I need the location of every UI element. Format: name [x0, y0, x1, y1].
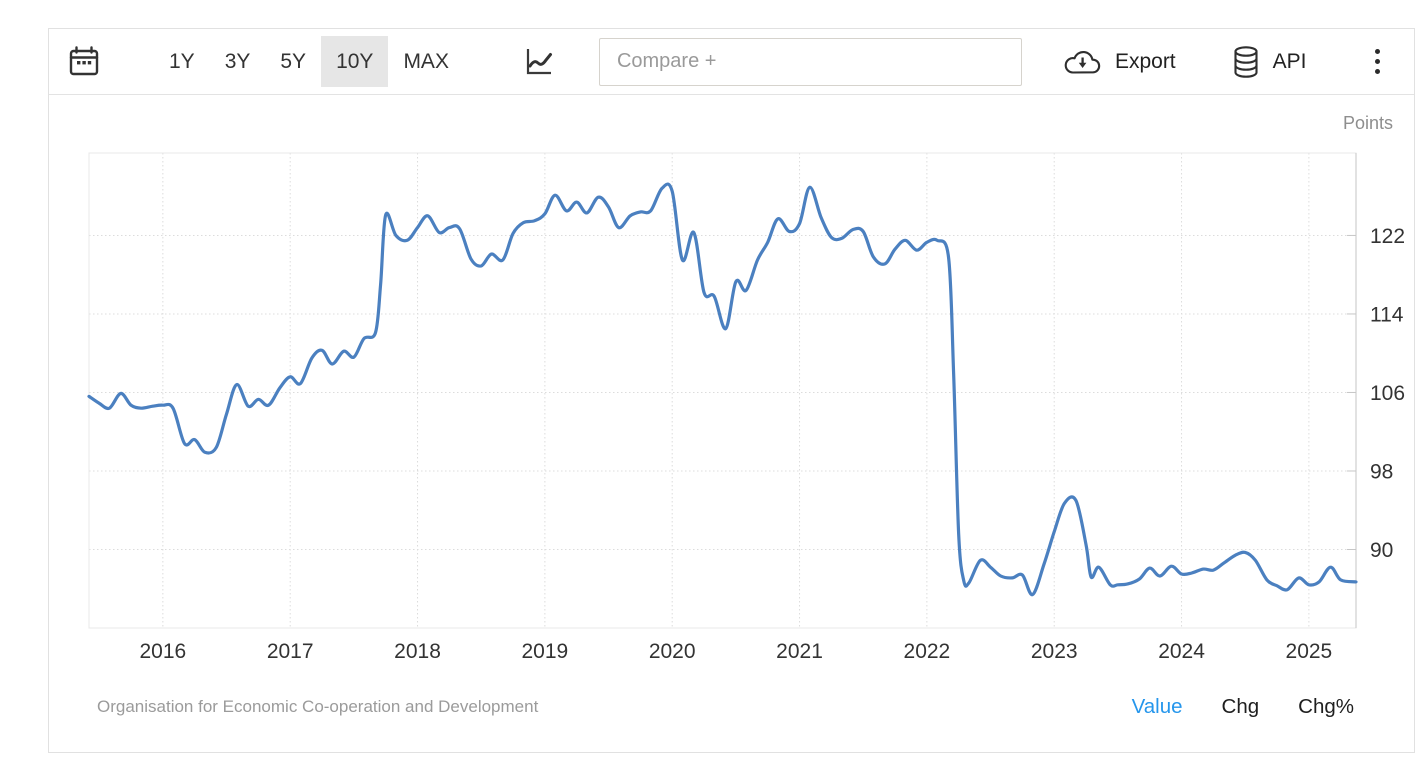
chart-area[interactable]: Points 122 114 106 98 90 2016 2017 2018 2019 2020… — [49, 95, 1414, 689]
line-chart: 122 114 106 98 90 2016 2017 2018 2019 2020 2021 202… — [87, 152, 1405, 663]
api-label: API — [1272, 49, 1307, 73]
y-axis-label: 98 — [1370, 460, 1393, 483]
x-axis-label: 2018 — [394, 640, 441, 663]
range-selector: 1Y 3Y 5Y 10Y MAX — [154, 35, 464, 88]
y-axis-label: 114 — [1370, 303, 1404, 326]
x-axis-label: 2016 — [139, 640, 186, 663]
x-axis-label: 2021 — [776, 640, 823, 663]
x-axis-label: 2023 — [1031, 640, 1078, 663]
kebab-menu-icon — [1375, 49, 1380, 54]
range-button-3y[interactable]: 3Y — [210, 36, 266, 87]
y-axis-label: 122 — [1370, 225, 1405, 248]
chart-footer: Organisation for Economic Co-operation a… — [97, 692, 1354, 722]
unit-label: Points — [1342, 113, 1393, 133]
mode-chgpct[interactable]: Chg% — [1298, 695, 1354, 718]
range-button-1y[interactable]: 1Y — [154, 36, 210, 87]
range-button-max[interactable]: MAX — [388, 36, 464, 87]
x-axis-label: 2019 — [522, 640, 569, 663]
y-axis-label: 90 — [1370, 539, 1393, 562]
calendar-icon — [69, 45, 99, 75]
x-axis-label: 2025 — [1286, 640, 1333, 663]
range-button-5y[interactable]: 5Y — [265, 36, 321, 87]
y-axis-label: 106 — [1370, 382, 1405, 405]
export-label: Export — [1114, 49, 1176, 73]
series-line-value — [87, 182, 1358, 597]
database-icon — [1234, 45, 1258, 78]
source-attribution: Organisation for Economic Co-operation a… — [97, 697, 539, 716]
display-mode-toggle: Value Chg Chg% — [1132, 695, 1354, 719]
x-axis-label: 2017 — [267, 640, 314, 663]
mode-chg[interactable]: Chg — [1221, 695, 1260, 718]
calendar-button[interactable] — [66, 44, 102, 80]
line-chart-icon — [526, 49, 552, 75]
range-button-10y[interactable]: 10Y — [321, 35, 389, 88]
api-button[interactable]: API — [1232, 45, 1307, 79]
x-axis-label: 2020 — [649, 640, 696, 663]
mode-value[interactable]: Value — [1131, 695, 1183, 718]
cloud-download-icon — [1064, 50, 1101, 74]
compare-input[interactable] — [598, 37, 1022, 86]
x-axis-label: 2024 — [1158, 640, 1205, 663]
x-axis-label: 2022 — [904, 640, 951, 663]
more-options-button[interactable] — [1371, 45, 1384, 78]
export-button[interactable]: Export — [1062, 47, 1176, 77]
chart-type-button[interactable] — [520, 43, 557, 80]
